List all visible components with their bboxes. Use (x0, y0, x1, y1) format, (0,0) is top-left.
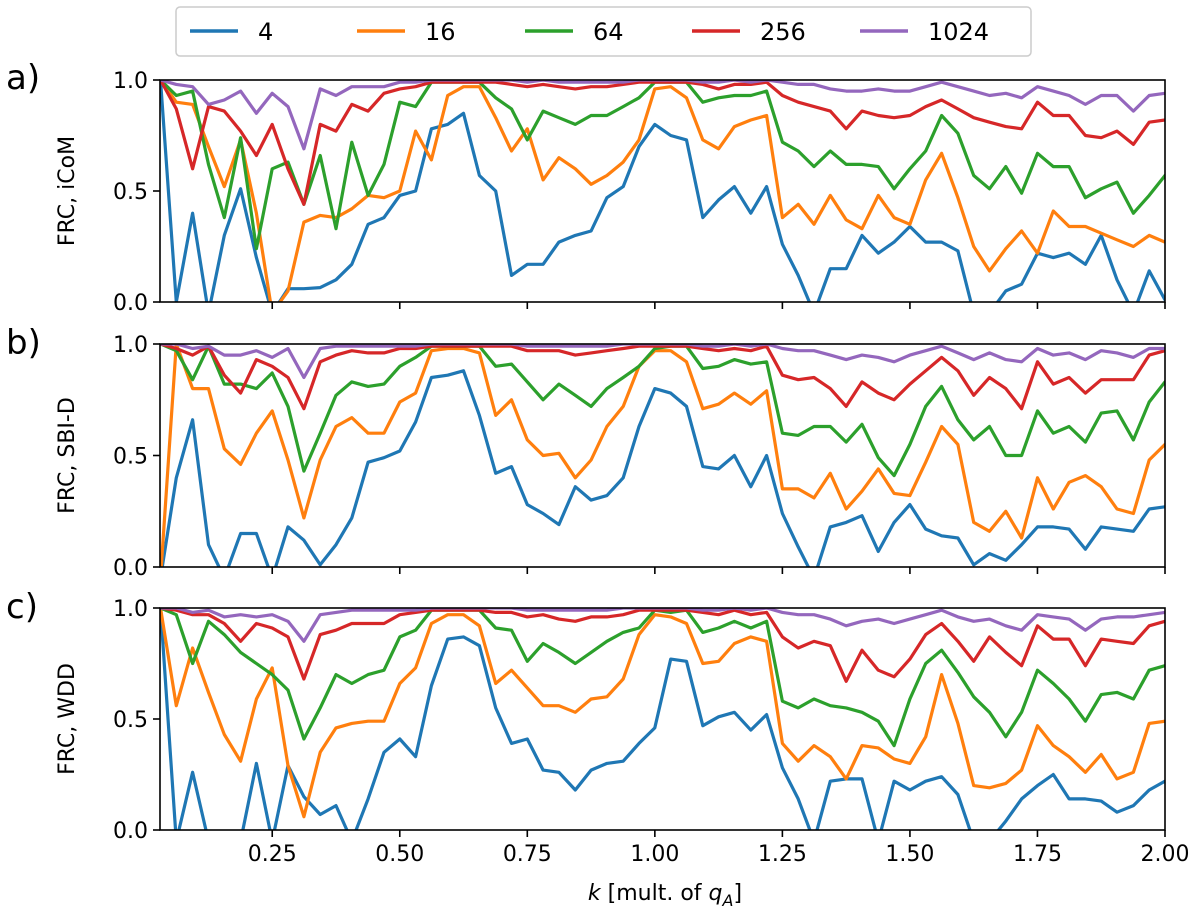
plot-frame-a (159, 79, 1166, 303)
x-axis-label: k [mult. of qA] (588, 881, 742, 910)
y-tick-label-b-0: 0.0 (113, 556, 148, 581)
y-tick-label-a-1: 0.5 (113, 180, 148, 205)
x-axis-label-sub: A (722, 891, 734, 910)
y-axis-label-c: FRC, WDD (55, 663, 80, 775)
x-tick-label-0: 0.25 (248, 842, 297, 867)
series-line-a-1024 (160, 80, 1165, 151)
x-axis-label-close: ] (733, 881, 742, 906)
legend-box (175, 6, 1032, 57)
series-line-b-256 (160, 344, 1165, 411)
series-line-c-4 (160, 608, 1165, 830)
series-line-c-256 (160, 608, 1165, 683)
legend-label-16: 16 (425, 18, 456, 46)
series-line-a-16 (160, 80, 1165, 302)
panel-b: b) FRC, SBI-D 0.0 0.5 1.0 (6, 323, 1166, 581)
chart-panels: a) FRC, iCoM 0.0 0.5 1.0 b) FRC, SBI-D 0.0 0.5 1.… (6, 58, 1189, 867)
legend: 4 16 64 256 1024 (175, 6, 1032, 57)
x-tick-label-4: 1.25 (758, 842, 807, 867)
series-line-a-4 (160, 80, 1165, 302)
x-tick-label-5: 1.50 (885, 842, 934, 867)
series-line-c-16 (160, 608, 1165, 819)
x-tick-label-3: 1.00 (630, 842, 679, 867)
panel-label-b: b) (6, 323, 41, 363)
panel-label-c: c) (6, 587, 38, 627)
plot-frame-c (159, 607, 1166, 831)
legend-entry-4: 4 (190, 18, 273, 46)
y-tick-label-a-2: 1.0 (113, 69, 148, 94)
panel-a: a) FRC, iCoM 0.0 0.5 1.0 (6, 58, 1166, 316)
y-tick-label-c-2: 1.0 (113, 597, 148, 622)
y-tick-label-b-2: 1.0 (113, 333, 148, 358)
x-tick-label-7: 2.00 (1141, 842, 1190, 867)
series-line-b-16 (160, 344, 1165, 567)
legend-label-64: 64 (593, 18, 624, 46)
x-axis-label-text: [mult. of (601, 881, 709, 906)
panel-c: c) FRC, WDD 0.0 0.5 1.0 0.25 0.50 0.75 1.00 1.25 1… (6, 587, 1189, 867)
x-tick-label-2: 0.75 (503, 842, 552, 867)
legend-label-1024: 1024 (928, 18, 989, 46)
panel-a-series (160, 80, 1165, 302)
series-line-b-1024 (160, 344, 1165, 380)
legend-entry-256: 256 (692, 18, 806, 46)
x-tick-label-1: 0.50 (375, 842, 424, 867)
x-axis-label-var: k (588, 881, 602, 906)
x-axis-label-var-q: q (709, 881, 723, 906)
y-tick-label-c-1: 0.5 (113, 708, 148, 733)
legend-entry-1024: 1024 (860, 18, 989, 46)
series-line-a-256 (160, 80, 1165, 206)
x-tick-label-6: 1.75 (1013, 842, 1062, 867)
legend-entry-64: 64 (525, 18, 624, 46)
panel-b-series (160, 344, 1165, 567)
legend-label-256: 256 (760, 18, 806, 46)
y-axis-label-a: FRC, iCoM (55, 136, 80, 246)
legend-entry-16: 16 (357, 18, 456, 46)
panel-label-a: a) (6, 58, 40, 98)
panel-c-series (160, 608, 1165, 830)
legend-label-4: 4 (258, 18, 273, 46)
y-tick-label-a-0: 0.0 (113, 291, 148, 316)
series-line-b-4 (160, 369, 1165, 567)
y-tick-label-b-1: 0.5 (113, 445, 148, 470)
y-axis-label-b: FRC, SBI-D (55, 397, 80, 514)
y-tick-label-c-0: 0.0 (113, 819, 148, 844)
series-line-c-1024 (160, 608, 1165, 643)
